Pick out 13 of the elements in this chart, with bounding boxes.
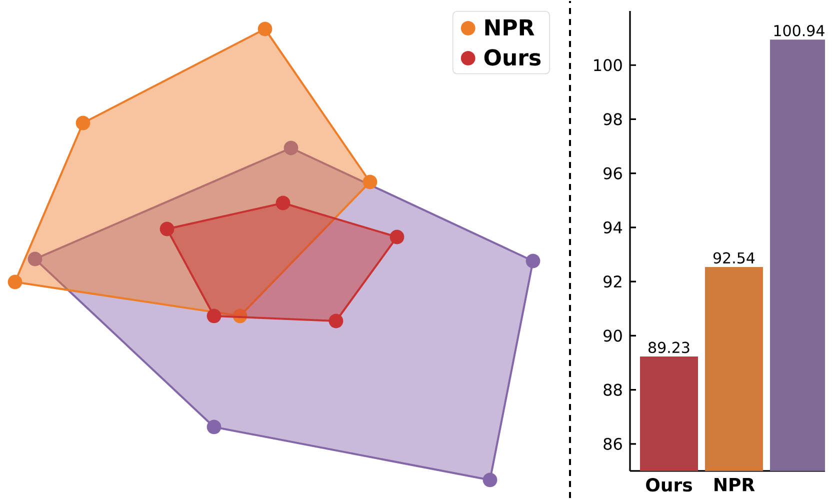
y-tick-label: 94 (604, 221, 622, 234)
data-label: 89.23 (648, 342, 690, 354)
y-tick-label: 98 (604, 113, 622, 126)
data-label: 92.54 (713, 252, 755, 264)
legend-label: Ours (484, 49, 541, 66)
y-tick-label: 90 (604, 330, 622, 342)
y-tick-label: 86 (604, 438, 622, 450)
y-tick-label: 96 (604, 167, 622, 180)
data-label: 100.94 (774, 24, 824, 36)
y-tick-label: 92 (604, 276, 622, 288)
legend-label: NPR (485, 19, 534, 36)
y-tick-label: 100 (594, 59, 622, 72)
y-tick-label: 88 (604, 384, 622, 396)
